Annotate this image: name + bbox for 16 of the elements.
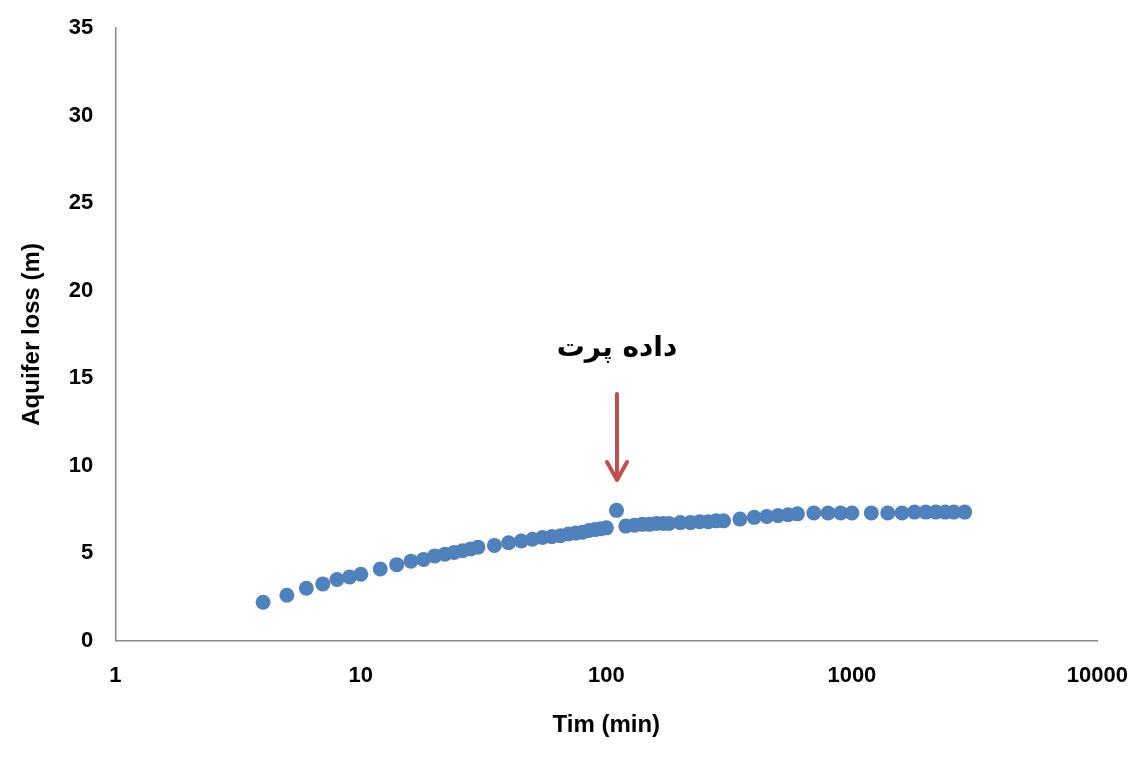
x-tick-label: 1: [109, 662, 122, 688]
y-tick-label: 0: [81, 626, 94, 652]
y-axis-title: Aquifer loss (m): [17, 243, 45, 426]
x-tick-label: 1000: [827, 662, 877, 688]
y-tick-label: 30: [68, 101, 94, 127]
x-tick-label: 10: [348, 662, 374, 688]
y-tick-label: 20: [68, 276, 94, 302]
x-tick-label: 10000: [1066, 662, 1129, 688]
y-tick-label: 10: [68, 451, 94, 477]
annotation: داده پرت: [555, 330, 679, 363]
y-tick-label: 25: [68, 189, 94, 215]
y-tick-label: 5: [81, 539, 94, 565]
x-tick-label: 100: [587, 662, 625, 688]
y-tick-label: 15: [68, 364, 94, 390]
y-tick-label: 35: [68, 14, 94, 40]
x-axis-title: Tim (min): [552, 710, 661, 738]
